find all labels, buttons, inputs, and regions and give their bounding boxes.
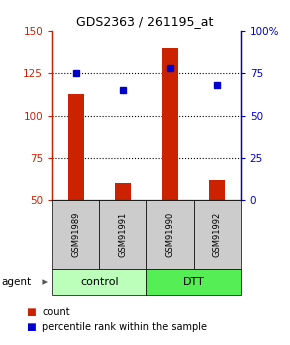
Bar	[162, 48, 178, 200]
Text: ■: ■	[26, 322, 36, 332]
Text: DTT: DTT	[183, 277, 204, 287]
Bar	[68, 93, 84, 200]
Text: control: control	[80, 277, 119, 287]
Text: GDS2363 / 261195_at: GDS2363 / 261195_at	[76, 16, 214, 29]
Bar	[209, 180, 225, 200]
Text: ■: ■	[26, 307, 36, 317]
Bar	[115, 183, 131, 200]
Text: percentile rank within the sample: percentile rank within the sample	[42, 322, 207, 332]
Text: GSM91992: GSM91992	[213, 212, 222, 257]
Text: agent: agent	[1, 277, 32, 287]
Text: GSM91989: GSM91989	[71, 212, 80, 257]
Text: GSM91991: GSM91991	[118, 212, 127, 257]
Text: GSM91990: GSM91990	[166, 212, 175, 257]
Text: count: count	[42, 307, 70, 317]
